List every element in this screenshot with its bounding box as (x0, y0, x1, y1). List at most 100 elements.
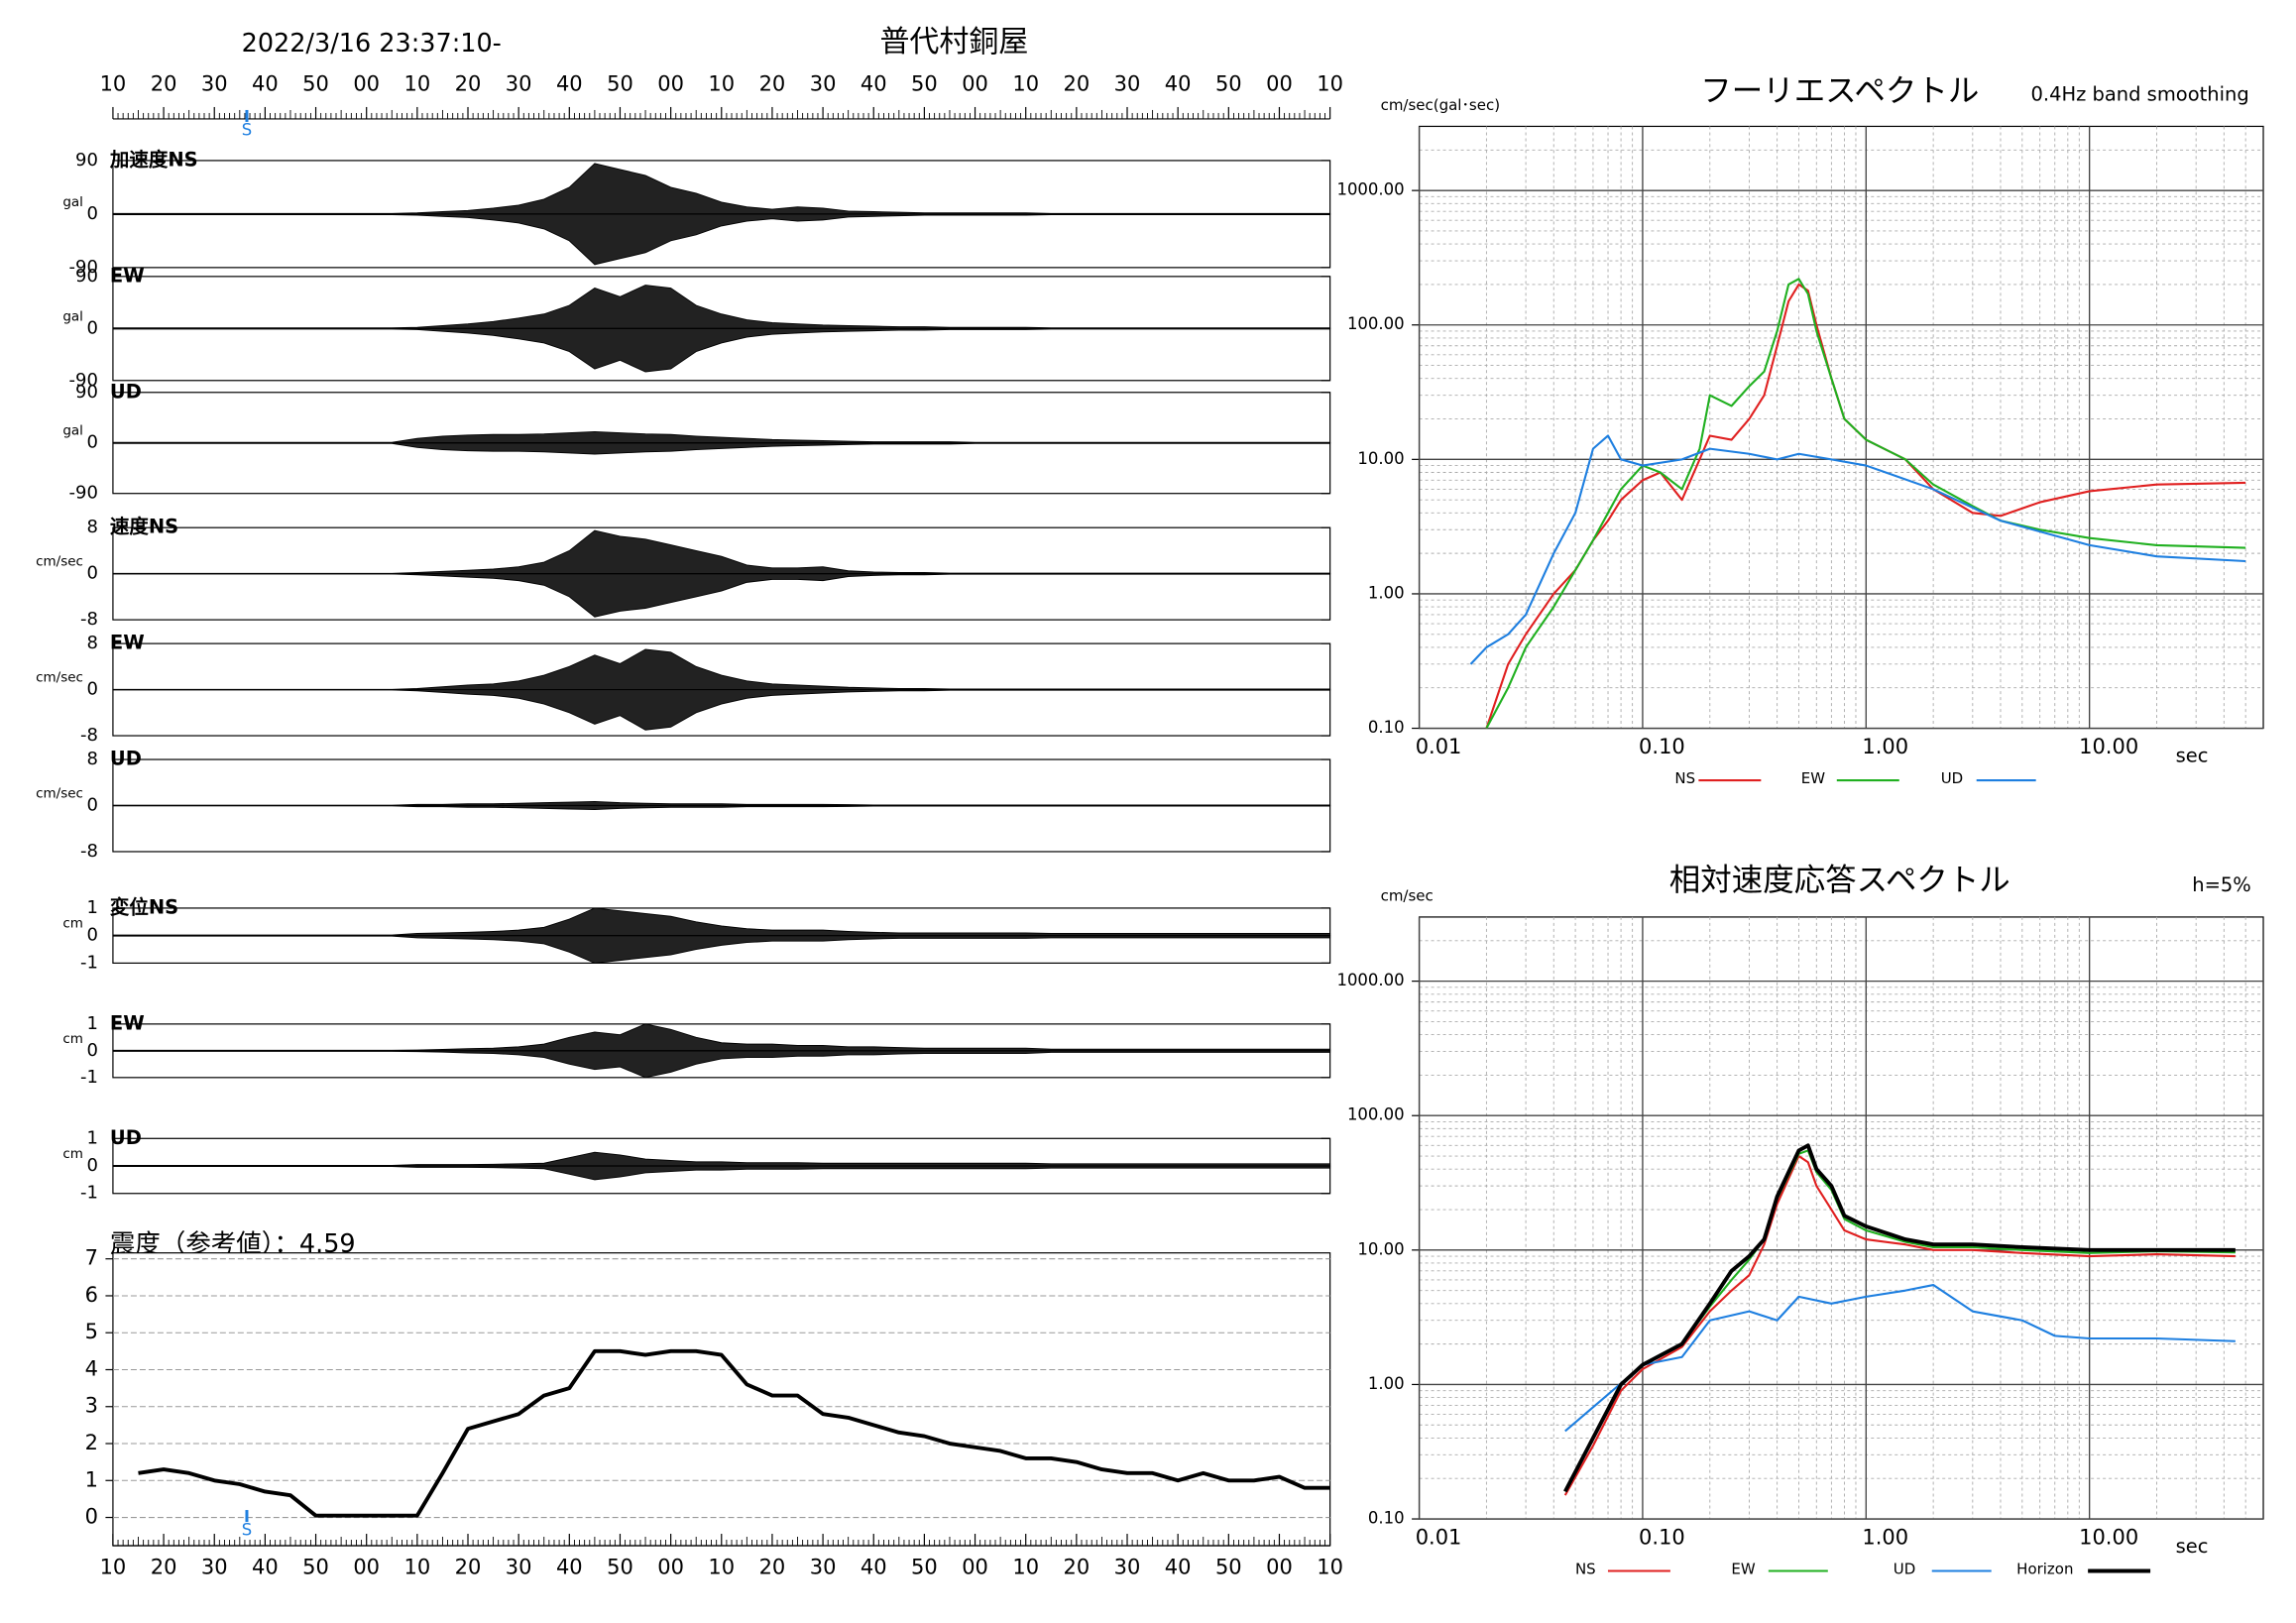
x-tick-label: 00 (353, 1556, 380, 1579)
y-tick-label: 10.00 (1357, 449, 1404, 468)
panel-label: EW (110, 632, 145, 654)
series-line (138, 1348, 1330, 1518)
x-tick-label: 40 (861, 1556, 887, 1579)
y-tick-label: 2 (85, 1431, 98, 1454)
panel-label: 加速度NS (109, 148, 198, 171)
x-tick-label: 20 (455, 71, 482, 95)
x-tick-label: 10 (1317, 1556, 1343, 1579)
y-tick-label: 0 (86, 203, 97, 224)
panel-unit: cm/sec (36, 670, 83, 686)
y-tick-label: 0 (86, 1155, 97, 1176)
x-tick-label: 20 (759, 1556, 786, 1579)
y-tick-label: 0 (86, 317, 97, 338)
x-tick-label: 30 (201, 71, 228, 95)
y-tick-label: 1000.00 (1336, 971, 1404, 989)
legend-label: EW (1801, 769, 1825, 787)
x-tick-label: 10.00 (2079, 735, 2138, 758)
y-tick-label: 90 (75, 150, 98, 171)
panel-unit: cm/sec (36, 554, 83, 570)
x-tick-label: 30 (506, 71, 532, 95)
panel-unit: gal (62, 194, 83, 210)
y-tick-label: -8 (80, 609, 98, 630)
series-line (1563, 1155, 2236, 1496)
y-tick-label: 0 (86, 563, 97, 584)
y-tick-label: -1 (80, 952, 98, 973)
legend-label: Horizon (2016, 1561, 2073, 1578)
y-tick-label: 8 (86, 749, 97, 769)
station-title: 普代村銅屋 (879, 25, 1028, 59)
panel-unit: cm (62, 916, 83, 932)
panel-label: EW (110, 1011, 145, 1034)
y-tick-label: 1 (85, 1467, 98, 1491)
x-tick-label: 30 (201, 1556, 228, 1579)
y-tick-label: 0 (86, 795, 97, 816)
fourier-x-label: sec (2176, 745, 2209, 767)
panel-label: UD (110, 1126, 142, 1149)
panel-label: 変位NS (110, 895, 178, 918)
y-tick-label: 8 (86, 633, 97, 653)
x-tick-label: 50 (302, 71, 329, 95)
y-tick-label: -90 (69, 257, 98, 278)
y-tick-label: -1 (80, 1067, 98, 1088)
x-tick-label: 00 (657, 1556, 684, 1579)
plot-frame (1418, 916, 2264, 1520)
x-tick-label: 00 (962, 1556, 988, 1579)
y-tick-label: 1.00 (1368, 583, 1405, 602)
y-tick-label: 0 (85, 1505, 98, 1529)
x-tick-label: 50 (1215, 1556, 1242, 1579)
panel-label: UD (110, 380, 142, 403)
x-tick-label: 00 (353, 71, 380, 95)
y-tick-label: 0 (86, 1040, 97, 1061)
x-tick-label: 20 (151, 1556, 177, 1579)
panel-label: UD (110, 748, 142, 770)
legend-label: NS (1575, 1561, 1596, 1578)
x-tick-label: 10 (1012, 71, 1039, 95)
y-tick-label: -8 (80, 725, 98, 746)
y-tick-label: 1000.00 (1336, 180, 1404, 199)
x-tick-label: 20 (455, 1556, 482, 1579)
series-line (1564, 1283, 2236, 1433)
x-tick-label: 20 (1064, 1556, 1091, 1579)
x-tick-label: 0.01 (1416, 735, 1462, 758)
response-x-label: sec (2176, 1535, 2209, 1558)
legend-label: EW (1731, 1561, 1755, 1578)
plot-frame (112, 1252, 1331, 1547)
x-tick-label: 0.10 (1639, 1526, 1685, 1550)
x-tick-label: 10 (1012, 1556, 1039, 1579)
x-tick-label: 10 (404, 1556, 431, 1579)
y-tick-label: 5 (85, 1320, 98, 1343)
y-tick-label: -90 (69, 483, 98, 504)
series-line (1469, 434, 2246, 665)
panel-unit: gal (62, 308, 83, 324)
series-line (1563, 1143, 2236, 1493)
x-tick-label: 50 (911, 1556, 938, 1579)
datetime: 2022/3/16 23:37:10- (242, 29, 502, 58)
y-tick-label: 8 (86, 517, 97, 537)
response-subtitle: h=5% (2192, 873, 2251, 896)
x-tick-label: 30 (506, 1556, 532, 1579)
x-tick-label: 1.00 (1862, 735, 1908, 758)
panel-unit: gal (62, 423, 83, 439)
x-tick-label: 50 (607, 71, 633, 95)
y-tick-label: 1 (86, 1127, 97, 1148)
x-tick-label: 10.00 (2079, 1526, 2138, 1550)
y-tick-label: 0 (86, 925, 97, 946)
y-tick-label: 0 (86, 432, 97, 453)
panel-unit: cm/sec (36, 786, 83, 802)
legend-label: UD (1894, 1561, 1916, 1578)
x-tick-label: 40 (252, 71, 279, 95)
y-tick-label: 10.00 (1357, 1239, 1404, 1258)
panel-label: EW (110, 264, 145, 287)
x-tick-label: 30 (810, 71, 837, 95)
fourier-subtitle: 0.4Hz band smoothing (2031, 82, 2249, 105)
x-tick-label: 40 (1165, 71, 1192, 95)
x-tick-label: 40 (556, 71, 583, 95)
series-line (1485, 278, 2246, 729)
y-tick-label: 90 (75, 382, 98, 403)
y-tick-label: -8 (80, 841, 98, 862)
panel-unit: cm (62, 1031, 83, 1047)
x-tick-label: 40 (861, 71, 887, 95)
y-tick-label: 3 (85, 1394, 98, 1418)
